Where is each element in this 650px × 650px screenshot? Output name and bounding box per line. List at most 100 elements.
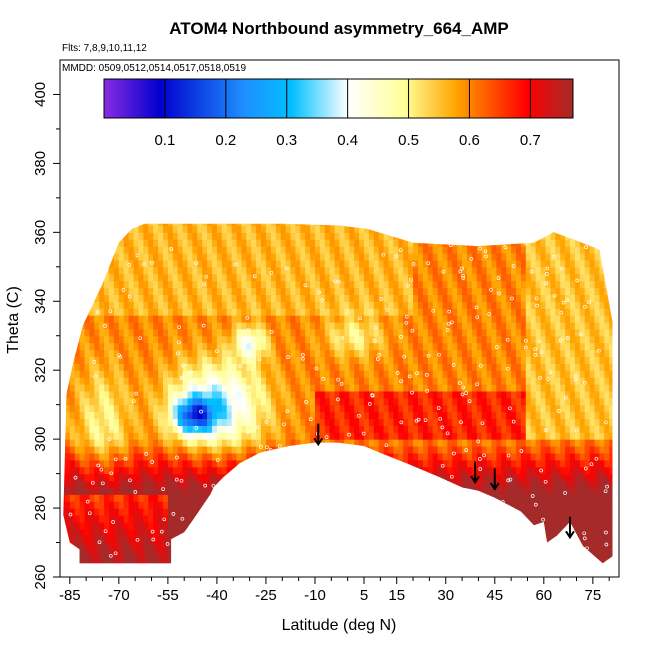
heatmap-cell [516,384,522,392]
heatmap-cell [329,356,336,364]
heatmap-cell [123,528,130,537]
heatmap-cell [133,439,140,447]
heatmap-cell [408,521,414,530]
heatmap-cell [256,390,262,399]
heatmap-cell [403,259,409,268]
heatmap-cell [216,370,223,378]
heatmap-cell [383,335,390,344]
heatmap-cell [182,418,189,426]
heatmap-cell [64,335,71,344]
heatmap-cell [432,466,439,475]
heatmap-cell [212,528,218,537]
heatmap-cell [285,528,292,537]
heatmap-cell [388,223,394,226]
heatmap-cell [231,549,238,557]
heatmap-cell [334,370,341,378]
heatmap-cell [182,521,189,530]
heatmap-cell [216,253,223,261]
heatmap-cell [481,501,488,509]
heatmap-cell [516,411,522,420]
heatmap-cell [501,446,507,454]
heatmap-cell [378,266,385,275]
heatmap-cell [354,266,360,275]
heatmap-cell [226,390,233,399]
heatmap-cell [388,432,394,440]
heatmap-cell [476,411,483,420]
heatmap-cell [109,535,115,544]
heatmap-cell [501,425,507,433]
heatmap-cell [462,404,468,413]
heatmap-cell [241,301,247,309]
heatmap-cell [447,321,453,330]
heatmap-cell [163,321,169,330]
heatmap-cell [275,315,282,323]
heatmap-cell [221,232,228,240]
heatmap-cell [216,321,223,330]
heatmap-cell [324,223,331,226]
heatmap-cell [388,232,394,240]
heatmap-cell [221,301,228,309]
heatmap-cell [447,377,453,385]
heatmap-cell [173,563,179,571]
heatmap-cell [163,363,169,371]
heatmap-cell [79,466,86,475]
heatmap-cell [334,535,341,544]
heatmap-cell [118,259,125,268]
heatmap-cell [270,556,277,564]
heatmap-cell [270,280,277,289]
heatmap-cell [89,259,95,268]
heatmap-cell [300,473,306,482]
heatmap-cell [187,508,193,516]
heatmap-cell [344,384,350,392]
heatmap-cell [349,439,355,447]
heatmap-cell [422,349,429,357]
heatmap-cell [354,273,360,282]
heatmap-cell [501,487,507,495]
heatmap-cell [207,273,213,282]
heatmap-cell [398,225,404,233]
heatmap-cell [427,294,434,302]
heatmap-cell [202,246,208,254]
heatmap-cell [295,253,301,261]
heatmap-cell [69,384,76,392]
heatmap-cell [192,494,198,502]
heatmap-cell [290,432,296,440]
heatmap-cell [413,411,419,420]
heatmap-cell [525,273,532,282]
heatmap-cell [84,556,90,564]
heatmap-cell [457,363,463,371]
heatmap-cell [535,259,542,268]
heatmap-cell [403,384,409,392]
heatmap-cell [481,280,488,289]
heatmap-cell [109,494,115,502]
heatmap-cell [236,232,242,240]
heatmap-cell [408,239,414,247]
heatmap-cell [290,528,296,537]
heatmap-cell [207,501,213,509]
heatmap-cell [486,232,493,240]
heatmap-cell [427,452,434,461]
heatmap-cell [197,425,203,433]
heatmap-cell [437,528,444,537]
heatmap-cell [373,287,380,295]
heatmap-cell [113,452,120,461]
heatmap-cell [285,321,292,330]
heatmap-cell [496,494,502,502]
heatmap-cell [525,259,532,268]
heatmap-cell [118,542,125,550]
heatmap-cell [437,253,444,261]
heatmap-cell [506,266,512,275]
heatmap-cell [202,542,208,550]
heatmap-cell [290,439,296,447]
heatmap-cell [148,294,154,302]
heatmap-cell [226,328,233,337]
heatmap-cell [319,535,326,544]
heatmap-cell [432,335,439,344]
heatmap-cell [393,452,399,461]
heatmap-cell [63,321,66,330]
heatmap-cell [74,487,81,495]
heatmap-cell [364,480,370,488]
heatmap-cell [398,439,404,447]
heatmap-cell [457,370,463,378]
heatmap-cell [388,501,394,509]
